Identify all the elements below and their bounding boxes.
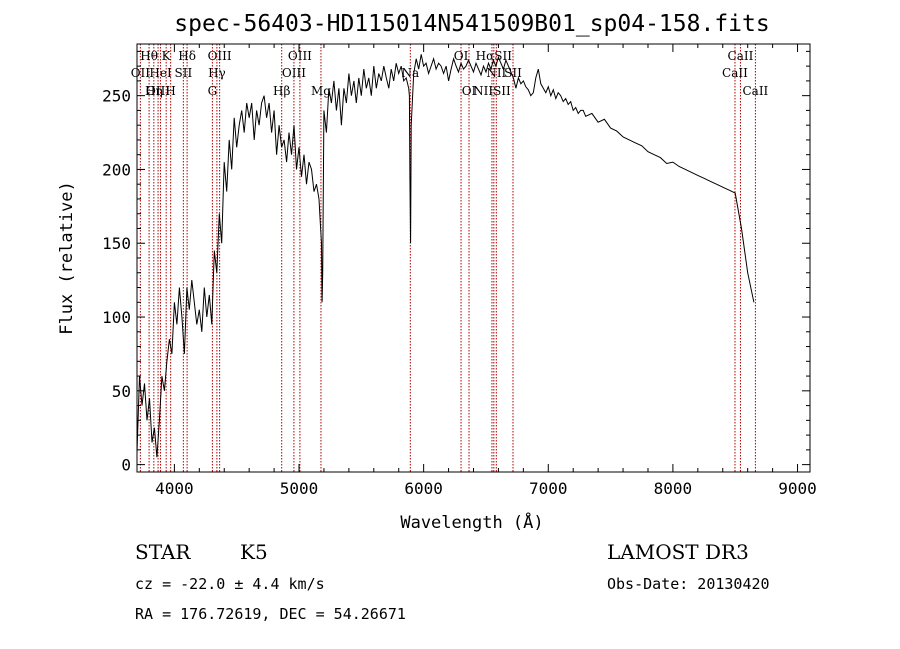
line-label-21: NIISII [473, 84, 511, 98]
line-label-12: Hβ [273, 84, 290, 98]
line-label-8: SII [175, 66, 193, 80]
survey-name: LAMOST DR3 [607, 540, 749, 564]
line-label-5: Hη [145, 84, 163, 98]
y-tick-label-1: 50 [112, 382, 131, 401]
x-tick-label-4: 8000 [654, 479, 693, 498]
y-axis-label: Flux (relative) [57, 181, 77, 335]
line-markers: Hθ OII OIII K HeI Hη H Hδ SII OIII Hγ G Hβ OIII OIII Mg… [131, 44, 769, 472]
line-label-10: Hγ [208, 66, 226, 80]
line-label-13: OIII [288, 49, 312, 63]
y-tick-label-2: 100 [102, 308, 131, 327]
line-label-4: HeI [149, 66, 172, 80]
line-label-6: H [165, 84, 175, 98]
coordinates: RA = 176.72619, DEC = 54.26671 [135, 605, 406, 623]
line-label-0: Hθ [140, 49, 158, 63]
plot-frame [136, 43, 811, 473]
line-label-9: OIII [208, 49, 232, 63]
y-tick-label-0: 0 [121, 456, 131, 475]
obs-date: Obs-Date: 20130420 [607, 575, 770, 593]
redshift-cz: cz = -22.0 ± 4.4 km/s [135, 575, 325, 593]
x-tick-label-3: 7000 [529, 479, 568, 498]
line-label-11: G [208, 84, 218, 98]
line-label-7: Hδ [178, 49, 196, 63]
y-tick-label-4: 200 [102, 160, 131, 179]
line-label-17: OI [454, 49, 469, 63]
y-tick-label-5: 250 [102, 87, 131, 106]
line-label-18: OI [462, 84, 477, 98]
x-tick-label-1: 5000 [280, 479, 319, 498]
spectrum-series [136, 54, 755, 458]
line-label-22: SII [504, 66, 522, 80]
spectrum-line [136, 54, 755, 458]
line-label-20: NII [486, 66, 506, 80]
line-label-23: CaII [728, 49, 754, 63]
line-label-1: OII [131, 66, 151, 80]
chart-title: spec-56403-HD115014N541509B01_sp04-158.f… [174, 11, 769, 37]
x-tick-label-5: 9000 [778, 479, 817, 498]
line-label-15: Mg [311, 84, 331, 98]
x-tick-label-2: 6000 [404, 479, 443, 498]
object-class: STAR [135, 540, 191, 564]
x-tick-label-0: 4000 [155, 479, 194, 498]
y-tick-label-3: 150 [102, 234, 131, 253]
line-label-19: HαSII [476, 49, 513, 63]
line-label-2: OIII [146, 84, 170, 98]
line-label-16: Na [401, 66, 419, 80]
axis-ticks: 4000 5000 6000 7000 8000 9000 0 50 100 150 200 250 [102, 44, 817, 498]
line-label-24: CaII [722, 66, 748, 80]
subclass: K5 [240, 540, 268, 564]
line-label-3: K [162, 49, 172, 63]
x-axis-label: Wavelength (Å) [400, 511, 543, 533]
line-label-25: CaII [742, 84, 768, 98]
line-label-14: OIII [282, 66, 306, 80]
